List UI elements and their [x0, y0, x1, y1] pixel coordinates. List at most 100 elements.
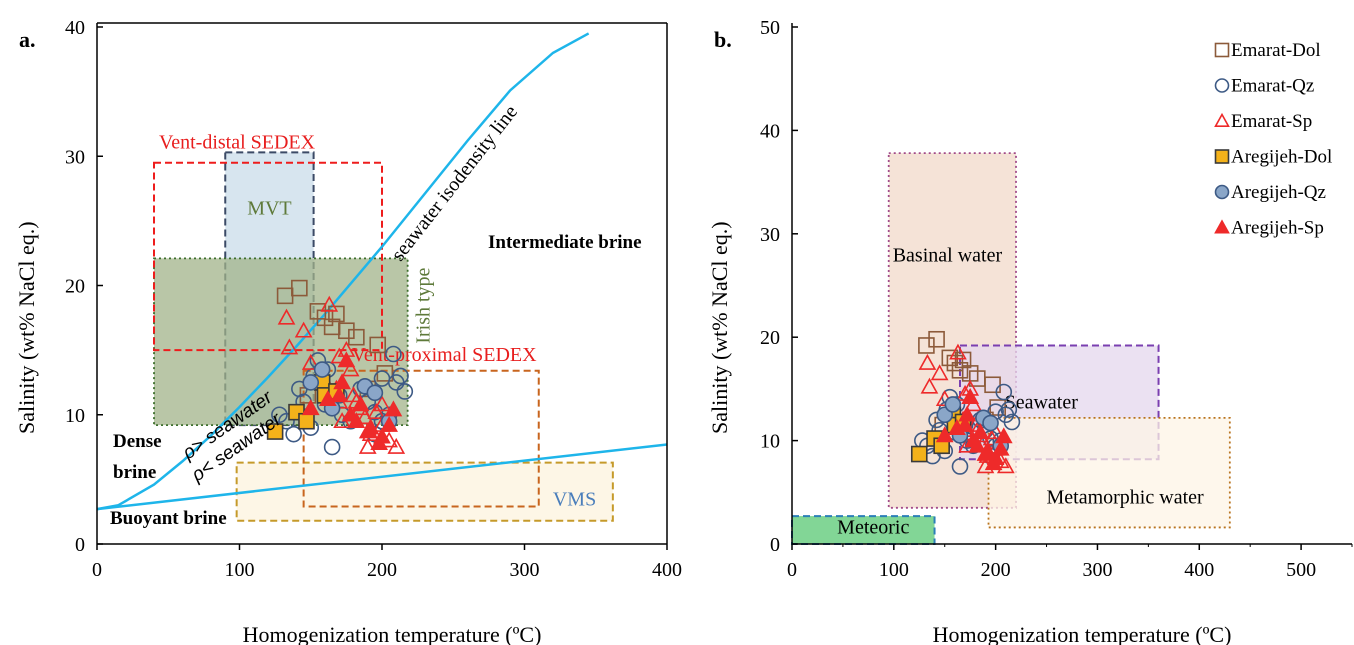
x-tick-label: 200 — [981, 559, 1011, 581]
marker-emarat-sp — [277, 308, 296, 325]
region-label-vent-distal-sedex: Vent-distal SEDEX — [159, 132, 316, 154]
x-tick-label: 300 — [510, 559, 540, 581]
x-tick-label: 200 — [367, 559, 397, 581]
marker-aregijeh-qz — [944, 396, 962, 413]
marker-emarat-dol — [951, 361, 969, 379]
marker-aregijeh-qz — [982, 414, 999, 432]
marker-aregijeh-sp — [976, 444, 995, 461]
y-tick-label: 50 — [760, 17, 780, 39]
annotation-brine: brine — [113, 462, 156, 483]
x-tick-label: 300 — [1082, 559, 1112, 581]
marker-emarat-dol — [941, 349, 959, 367]
marker-aregijeh-dol — [266, 423, 284, 440]
marker-emarat-qz — [323, 438, 341, 456]
y-tick-label: 20 — [65, 276, 85, 298]
marker-emarat-qz — [385, 345, 402, 363]
marker-aregijeh-sp — [301, 399, 320, 416]
marker-aregijeh-sp — [351, 395, 370, 412]
region-label-seawater: Seawater — [1005, 391, 1079, 413]
x-tick-label: 0 — [787, 559, 797, 581]
marker-aregijeh-qz — [366, 384, 384, 402]
marker-emarat-qz — [392, 367, 409, 385]
legend-label: Aregijeh-Sp — [1231, 218, 1324, 239]
region-label-vent-proximal-sedex: Vent-proximal SEDEX — [352, 344, 538, 366]
marker-aregijeh-sp — [968, 436, 987, 453]
marker-emarat-qz — [396, 383, 414, 400]
line-1 — [96, 443, 668, 511]
marker-emarat-dol — [328, 305, 345, 323]
marker-emarat-sp — [387, 437, 406, 454]
marker-emarat-sp — [373, 395, 391, 412]
x-tick-label: 0 — [92, 559, 102, 581]
y-tick-label: 10 — [760, 431, 780, 453]
marker-emarat-sp — [320, 295, 339, 312]
y-tick-label: 20 — [760, 327, 780, 349]
marker-emarat-dol — [348, 328, 365, 346]
marker-aregijeh-sp — [380, 415, 398, 432]
region-vent-proximal-sedex — [302, 369, 540, 508]
y-tick-label: 30 — [65, 146, 85, 168]
marker-emarat-sp — [301, 353, 320, 370]
marker-aregijeh-sp — [956, 415, 974, 432]
panel-label: a. — [19, 27, 36, 52]
x-tick-label: 500 — [1286, 559, 1316, 581]
marker-emarat-sp — [294, 321, 313, 338]
region-meteoric — [791, 515, 936, 545]
y-tick-label: 10 — [65, 405, 85, 427]
marker-emarat-dol — [918, 337, 935, 354]
region-vent-distal-sedex — [153, 161, 383, 352]
region-irish-type — [153, 257, 409, 426]
marker-aregijeh-sp — [971, 423, 990, 440]
marker-aregijeh-dol — [910, 445, 928, 463]
annotation-intermediate-brine: Intermediate brine — [488, 232, 642, 253]
legend-marker — [1214, 149, 1230, 164]
marker-emarat-dol — [369, 336, 387, 354]
x-tick-label: 100 — [879, 559, 909, 581]
marker-aregijeh-sp — [330, 386, 349, 403]
x-tick-label: 100 — [225, 559, 255, 581]
region-label-meteoric: Meteoric — [837, 517, 909, 539]
marker-emarat-sp — [949, 343, 967, 360]
marker-aregijeh-qz — [302, 374, 320, 391]
region-label-metamorphic-water: Metamorphic water — [1047, 487, 1204, 509]
marker-emarat-qz — [285, 425, 302, 443]
marker-emarat-sp — [996, 457, 1015, 474]
marker-aregijeh-sp — [337, 351, 356, 368]
line-0 — [96, 32, 590, 511]
marker-emarat-sp — [367, 403, 386, 419]
x-tick-label: 400 — [652, 559, 682, 581]
panel-label: b. — [714, 27, 732, 52]
marker-emarat-sp — [918, 353, 937, 370]
marker-aregijeh-sp — [961, 388, 980, 404]
y-tick-label: 30 — [760, 224, 780, 246]
marker-emarat-qz — [1000, 401, 1018, 418]
marker-aregijeh-sp — [384, 400, 403, 417]
marker-emarat-sp — [356, 408, 374, 425]
legend-marker — [1214, 219, 1230, 234]
x-axis-title: Homogenization temperature (ºC) — [243, 622, 542, 645]
marker-emarat-qz — [278, 412, 295, 430]
legend-marker — [1214, 78, 1230, 93]
annotation-dense: Dense — [113, 431, 162, 452]
marker-emarat-qz — [1003, 413, 1021, 431]
marker-emarat-qz — [995, 383, 1013, 401]
marker-emarat-sp — [341, 360, 360, 377]
marker-emarat-sp — [930, 364, 949, 381]
y-tick-label: 40 — [65, 17, 85, 39]
marker-aregijeh-dol — [298, 412, 315, 430]
marker-aregijeh-sp — [958, 405, 976, 422]
marker-emarat-dol — [928, 330, 945, 348]
region-label-mvt: MVT — [247, 197, 291, 219]
marker-emarat-sp — [358, 437, 377, 454]
marker-emarat-dol — [291, 279, 308, 297]
marker-aregijeh-sp — [994, 427, 1013, 444]
marker-emarat-sp — [280, 338, 299, 355]
marker-emarat-sp — [920, 377, 939, 394]
legend-label: Emarat-Sp — [1231, 111, 1312, 132]
y-axis-title: Salinity (wt% NaCl eq.) — [707, 221, 732, 434]
marker-emarat-dol — [338, 322, 355, 340]
legend-label: Aregijeh-Qz — [1231, 182, 1326, 203]
region-label-irish-type: Irish type — [413, 267, 435, 343]
region-label-vms: VMS — [553, 489, 596, 511]
